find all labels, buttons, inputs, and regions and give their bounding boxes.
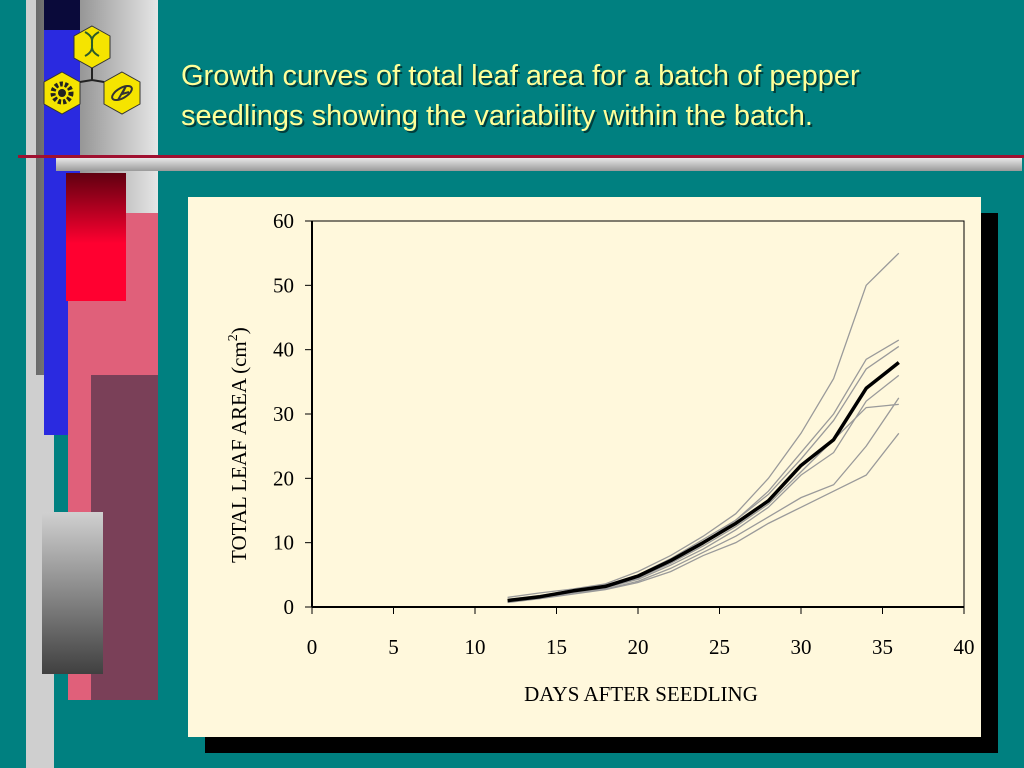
individual-seedling-line-6 <box>507 397 900 603</box>
x-tick-label: 40 <box>954 635 975 659</box>
x-tick-label: 10 <box>465 635 486 659</box>
x-tick-label: 25 <box>709 635 730 659</box>
slide-title-line1: Growth curves of total leaf area for a b… <box>181 60 860 92</box>
y-tick-label: 60 <box>273 209 294 233</box>
individual-seedling-line-7 <box>507 432 900 604</box>
individual-seedling-line-1 <box>507 252 900 598</box>
y-axis-label-close: ) <box>227 327 251 334</box>
x-axis-label: DAYS AFTER SEEDLING <box>524 682 758 706</box>
y-tick-label: 30 <box>273 402 294 426</box>
gear-icon <box>50 81 74 105</box>
deco-block-gray-gradient <box>42 512 103 674</box>
x-tick-label: 30 <box>791 635 812 659</box>
x-tick-label: 35 <box>872 635 893 659</box>
y-tick-label: 40 <box>273 338 294 362</box>
y-axis-label-main: TOTAL LEAF AREA (cm <box>227 341 251 563</box>
individual-seedling-line-4 <box>507 403 899 602</box>
y-tick-label: 20 <box>273 466 294 490</box>
slide-title: Growth curves of total leaf area for a b… <box>181 56 1001 136</box>
x-tick-label: 0 <box>307 635 318 659</box>
y-tick-label: 10 <box>273 531 294 555</box>
plot-frame <box>311 220 965 608</box>
title-divider-line <box>18 155 1024 158</box>
slide-title-line2: seedlings showing the variability within… <box>181 100 813 132</box>
y-axis-label: TOTAL LEAF AREA (cm2) <box>226 327 251 563</box>
y-axis-label-superscript: 2 <box>226 334 241 341</box>
x-tick-label: 20 <box>628 635 649 659</box>
growth-chart: 0 5 10 15 20 25 30 35 40 0 10 20 30 40 50 60 DAYS AFTER… <box>226 209 975 706</box>
title-divider-bar <box>56 158 1022 171</box>
mean-growth-line <box>507 361 900 603</box>
chart-panel: 0 5 10 15 20 25 30 35 40 0 10 20 30 40 50 60 DAYS AFTER… <box>188 197 981 737</box>
y-tick-label: 0 <box>284 595 295 619</box>
dna-icon <box>84 31 100 57</box>
deco-block-darkred-gradient <box>66 173 126 301</box>
chart-series-layer <box>507 252 900 604</box>
x-tick-label: 5 <box>388 635 399 659</box>
x-tick-label: 15 <box>546 635 567 659</box>
individual-seedling-line-2 <box>507 339 900 600</box>
deco-block-black-top <box>44 0 80 30</box>
y-tick-label: 50 <box>273 273 294 297</box>
hexagon-logo-icon <box>43 25 141 115</box>
atom-icon <box>111 85 133 101</box>
chart-ticks: 0 5 10 15 20 25 30 35 40 0 10 20 30 40 50 60 <box>273 209 975 659</box>
individual-seedling-line-3 <box>507 345 900 601</box>
chart-axes <box>311 220 965 608</box>
